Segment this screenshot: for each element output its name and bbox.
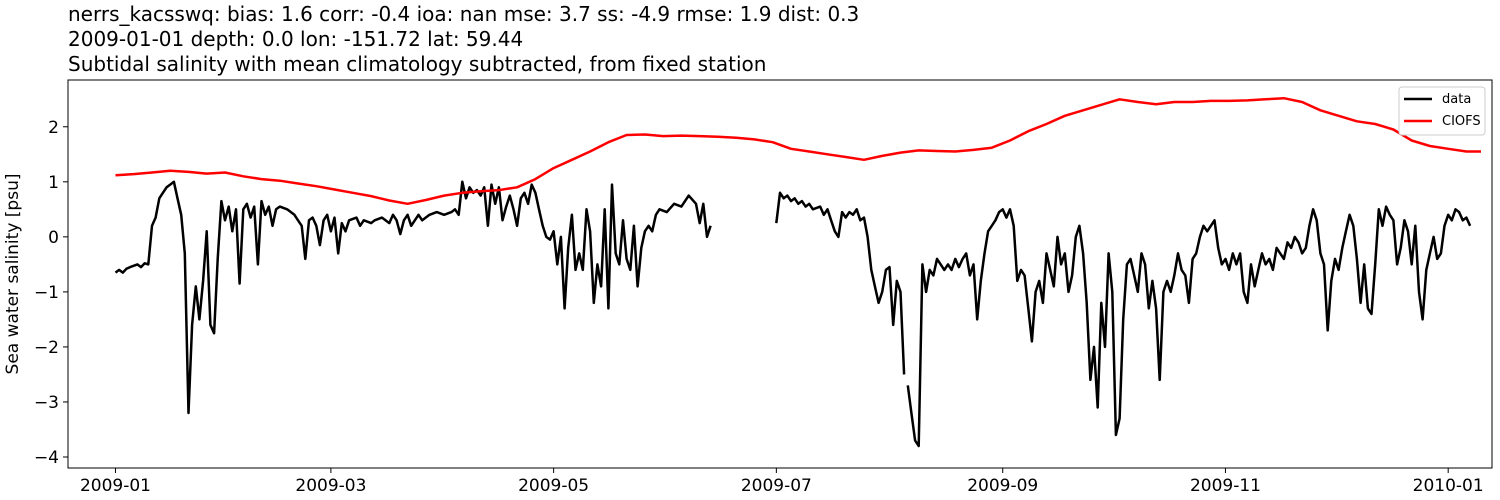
x-tick-label: 2009-11: [1190, 476, 1261, 496]
legend-label-ciofs: CIOFS: [1442, 114, 1481, 129]
y-tick-label: 0: [48, 228, 59, 248]
legend-label-data: data: [1442, 92, 1471, 107]
y-tick-label: 2: [48, 118, 59, 138]
series-layer: [114, 96, 1481, 448]
series-line-ciofs: [115, 96, 1481, 206]
y-tick-label: −3: [34, 393, 59, 413]
y-axis: −4 −3 −2 −1 0 1 2: [34, 118, 68, 468]
chart-title-block: nerrs_kacsswq: bias: 1.6 corr: -0.4 ioa:…: [68, 2, 859, 77]
y-tick-label: 1: [48, 173, 59, 193]
chart-station-info: 2009-01-01 depth: 0.0 lon: -151.72 lat: …: [68, 27, 524, 51]
x-tick-label: 2009-03: [295, 476, 366, 496]
y-tick-label: −2: [34, 338, 59, 358]
plot-frame: [67, 79, 1493, 469]
x-tick-label: 2009-05: [518, 476, 589, 496]
chart-stats-title: nerrs_kacsswq: bias: 1.6 corr: -0.4 ioa:…: [68, 2, 860, 26]
y-axis-label: Sea water salinity [psu]: [3, 174, 23, 375]
chart-title: Subtidal salinity with mean climatology …: [68, 52, 767, 76]
x-tick-label: 2009-01: [80, 476, 151, 496]
series-line-data: [114, 180, 1472, 448]
legend: data CIOFS: [1398, 86, 1486, 136]
x-axis: 2009-01 2009-03 2009-05 2009-07 2009-09 2009-…: [80, 468, 1484, 496]
y-tick-label: −1: [34, 283, 59, 303]
x-tick-label: 2009-07: [741, 476, 812, 496]
y-tick-label: −4: [34, 448, 59, 468]
x-tick-label: 2009-09: [967, 476, 1038, 496]
x-tick-label: 2010-01: [1413, 476, 1484, 496]
